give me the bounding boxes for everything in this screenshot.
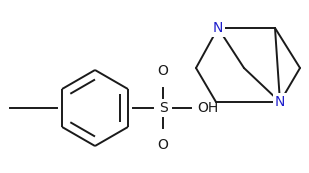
Text: N: N	[275, 95, 285, 109]
Text: OH: OH	[197, 101, 218, 115]
Text: O: O	[158, 64, 168, 78]
Text: S: S	[159, 101, 167, 115]
Text: N: N	[213, 21, 223, 35]
Text: O: O	[158, 138, 168, 152]
